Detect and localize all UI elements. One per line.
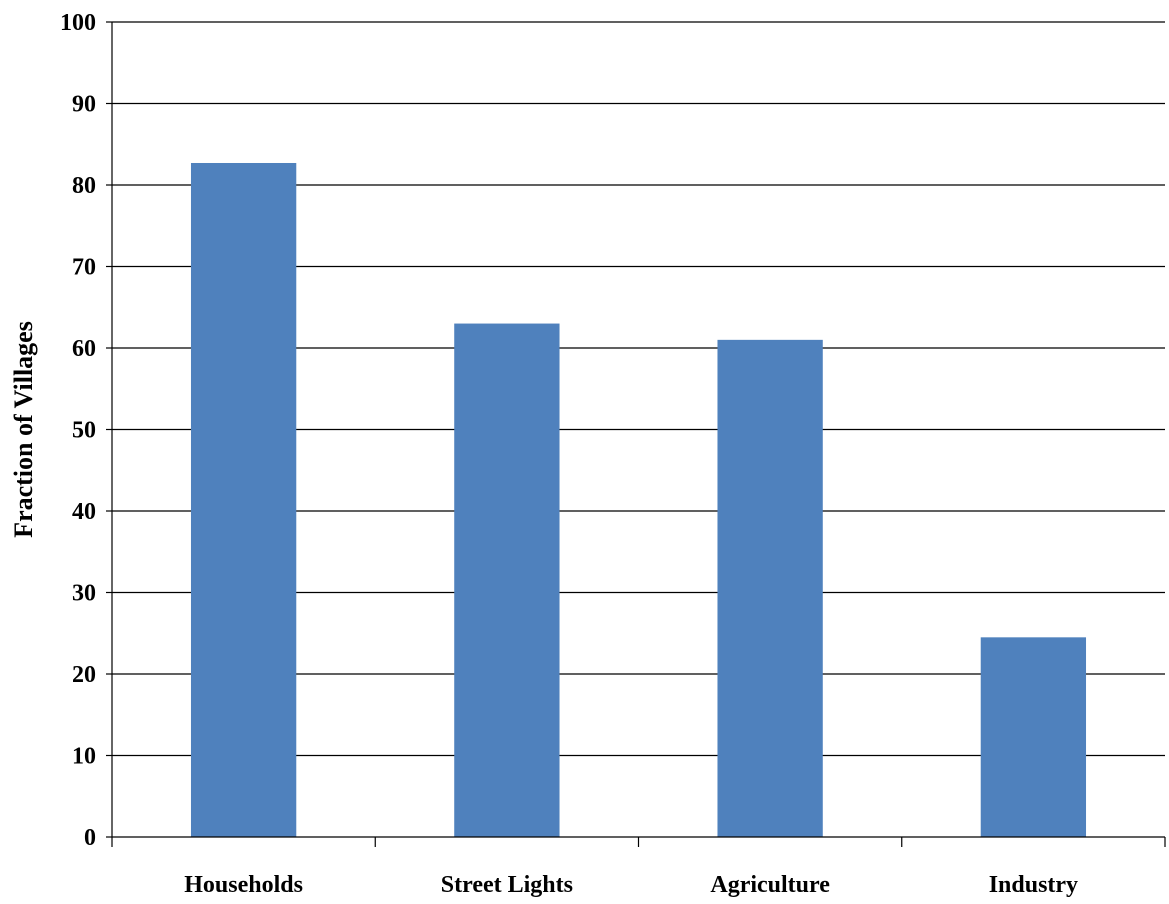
y-tick-label: 50 bbox=[72, 418, 96, 444]
x-category-label: Street Lights bbox=[441, 872, 573, 898]
y-tick-labels: 0 10 20 30 40 50 60 70 80 90 100 bbox=[60, 10, 96, 851]
bars bbox=[190, 162, 1087, 837]
category-labels: Households Street Lights Agriculture Indust… bbox=[184, 872, 1078, 898]
x-category-label: Households bbox=[184, 872, 303, 898]
y-tick-label: 80 bbox=[72, 173, 96, 199]
bar bbox=[717, 339, 823, 837]
bar bbox=[980, 637, 1087, 837]
y-axis-title: Fraction of Villages bbox=[9, 321, 38, 538]
y-tick-label: 0 bbox=[84, 825, 96, 851]
y-tick-label: 70 bbox=[72, 255, 96, 281]
bar bbox=[454, 323, 560, 837]
x-category-label: Industry bbox=[989, 872, 1078, 898]
y-tick-label: 40 bbox=[72, 499, 96, 525]
bar bbox=[190, 162, 297, 837]
y-tick-label: 100 bbox=[60, 10, 96, 36]
x-category-label: Agriculture bbox=[710, 872, 830, 898]
y-tick-label: 60 bbox=[72, 336, 96, 362]
y-tick-label: 20 bbox=[72, 662, 96, 688]
y-tick-label: 90 bbox=[72, 92, 96, 118]
x-tick-marks bbox=[111, 837, 1166, 847]
y-tick-label: 30 bbox=[72, 581, 96, 607]
y-tick-label: 10 bbox=[72, 744, 96, 770]
